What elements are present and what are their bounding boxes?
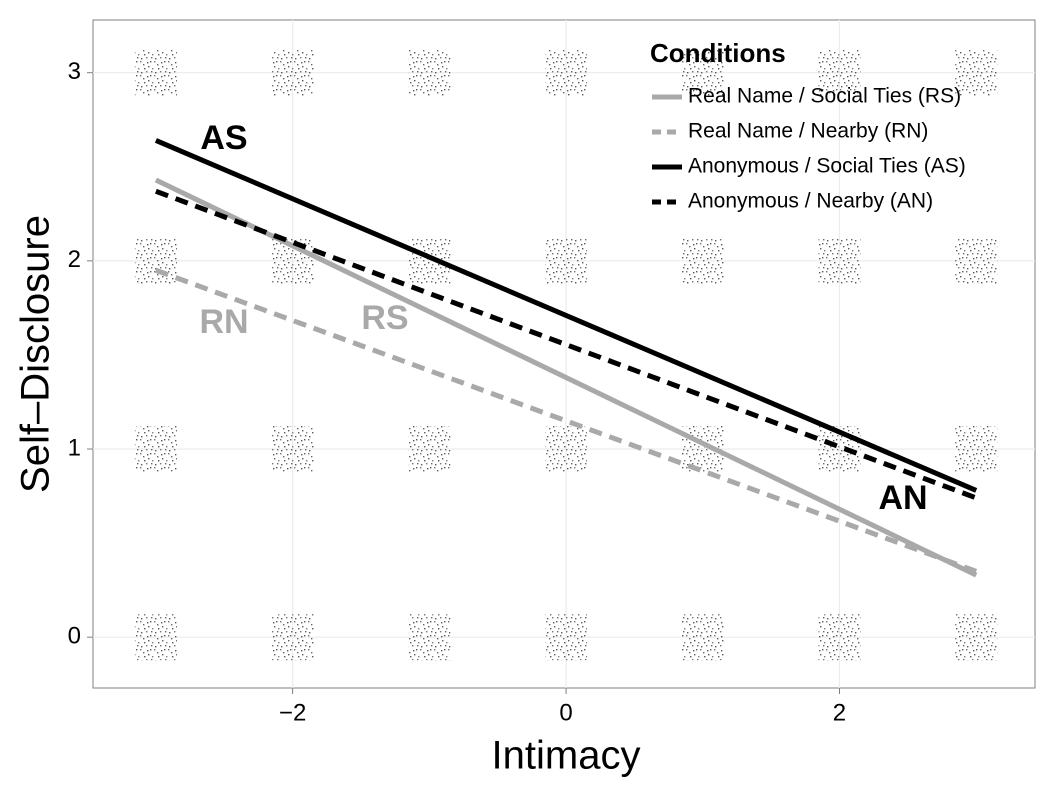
- jitter-cell: [955, 426, 998, 473]
- x-tick-label: 2: [833, 699, 846, 726]
- x-tick-label: 0: [559, 699, 572, 726]
- y-tick-label: 1: [68, 434, 81, 461]
- legend-label: Anonymous / Nearby (AN): [688, 190, 933, 213]
- jitter-cell: [545, 426, 588, 473]
- jitter-cell: [545, 614, 588, 661]
- jitter-cell: [271, 426, 314, 473]
- trend-line: [154, 138, 978, 493]
- y-tick-label: 2: [68, 246, 81, 273]
- jitter-cell: [955, 614, 998, 661]
- lines: [154, 138, 978, 578]
- annotations: AS RS RN AN: [199, 119, 927, 517]
- jitter-cell: [681, 49, 724, 96]
- annotation: RS: [361, 299, 408, 337]
- jitter-cell: [134, 237, 177, 284]
- legend-label: Anonymous / Social Ties (AS): [688, 155, 966, 178]
- y-tick-label: 0: [68, 623, 81, 650]
- jitter-cell: [271, 614, 314, 661]
- jitter-cell: [681, 614, 724, 661]
- plot-panel: [92, 19, 1036, 689]
- jitter-cell: [818, 237, 861, 284]
- annotation: RN: [199, 303, 248, 341]
- jitter-cell: [408, 614, 451, 661]
- x-tick-label: −2: [279, 699, 306, 726]
- jitter-cell: [545, 237, 588, 284]
- jitter-cell: [955, 49, 998, 96]
- axes: −2 0 2 0 1 2 3: [68, 58, 847, 726]
- jitter-cell: [818, 49, 861, 96]
- jitter-cell: [271, 49, 314, 96]
- jitter-cell: [681, 237, 724, 284]
- annotation: AS: [200, 119, 247, 157]
- jitter-cell: [134, 614, 177, 661]
- jitter-points: [134, 49, 998, 661]
- jitter-cell: [818, 614, 861, 661]
- jitter-cell: [134, 426, 177, 473]
- jitter-cell: [134, 49, 177, 96]
- y-tick-label: 3: [68, 58, 81, 85]
- jitter-cell: [545, 49, 588, 96]
- legend: Conditions Real Name / Social Ties (RS) R…: [650, 38, 966, 213]
- annotation: AN: [878, 479, 927, 517]
- jitter-cell: [408, 426, 451, 473]
- legend-title: Conditions: [650, 38, 786, 68]
- legend-label: Real Name / Social Ties (RS): [688, 85, 961, 108]
- x-axis-title: Intimacy: [492, 734, 641, 778]
- trend-line: [154, 177, 978, 578]
- legend-label: Real Name / Nearby (RN): [688, 120, 928, 143]
- y-axis-title: Self–Disclosure: [14, 215, 58, 493]
- jitter-cell: [408, 49, 451, 96]
- jitter-cell: [955, 237, 998, 284]
